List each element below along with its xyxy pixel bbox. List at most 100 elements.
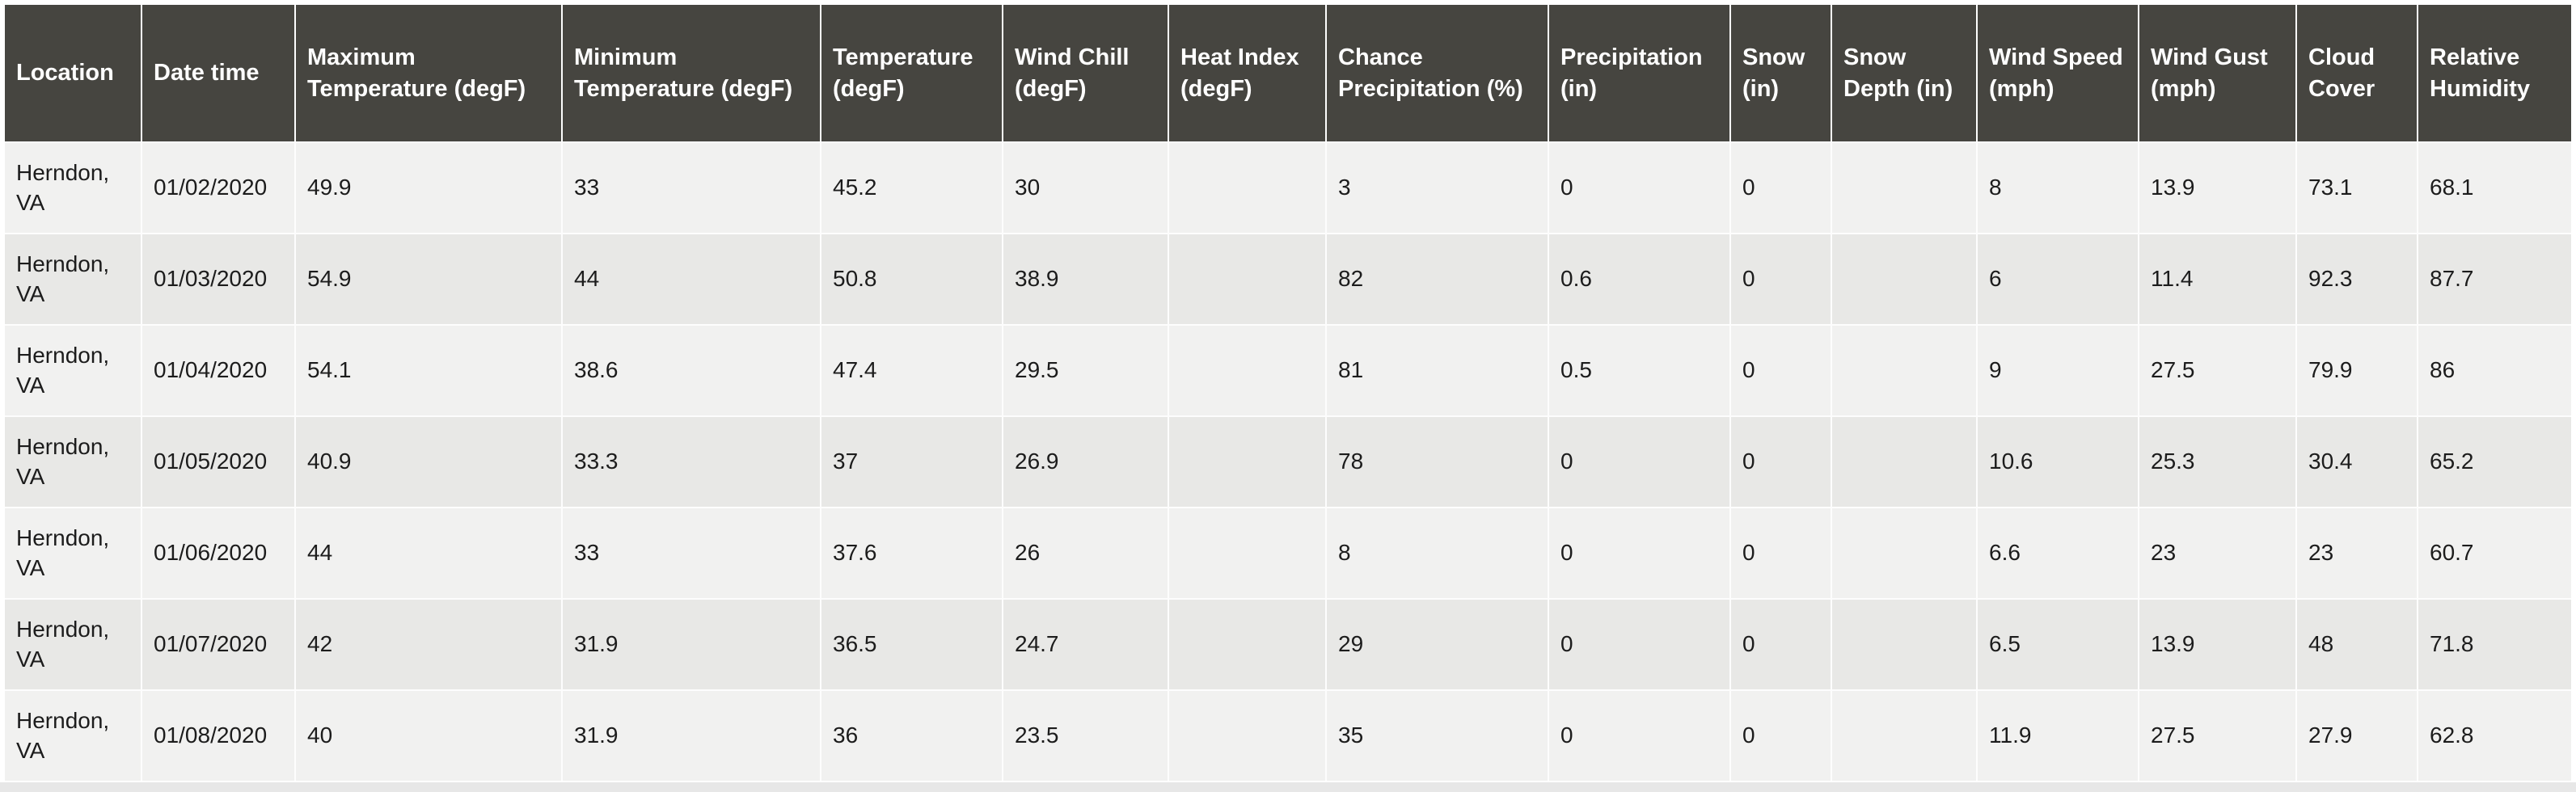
weather-data-table: Location Date time Maximum Temperature (de… (5, 5, 2571, 781)
cell-precipitation: 0 (1549, 598, 1731, 689)
cell-cloud-cover: 27.9 (2297, 689, 2418, 781)
cell-temperature: 37 (821, 415, 1003, 507)
cell-temperature: 50.8 (821, 233, 1003, 324)
cell-location: Herndon, VA (5, 324, 142, 415)
cell-minimum-temperature: 33 (563, 507, 821, 598)
cell-maximum-temperature: 40.9 (296, 415, 563, 507)
cell-cloud-cover: 30.4 (2297, 415, 2418, 507)
cell-temperature: 47.4 (821, 324, 1003, 415)
cell-heat-index (1169, 689, 1327, 781)
cell-snow-depth (1832, 507, 1978, 598)
cell-date-time: 01/08/2020 (142, 689, 296, 781)
cell-heat-index (1169, 598, 1327, 689)
cell-maximum-temperature: 44 (296, 507, 563, 598)
cell-wind-gust: 27.5 (2139, 324, 2297, 415)
cell-wind-gust: 27.5 (2139, 689, 2297, 781)
cell-wind-gust: 13.9 (2139, 141, 2297, 233)
cell-precipitation: 0.5 (1549, 324, 1731, 415)
cell-wind-chill: 23.5 (1003, 689, 1169, 781)
cell-chance-precipitation: 81 (1327, 324, 1549, 415)
column-header-minimum-temperature: Minimum Temperature (degF) (563, 5, 821, 141)
cell-wind-speed: 9 (1978, 324, 2139, 415)
table-row: Herndon, VA 01/04/2020 54.1 38.6 47.4 29.5 81 0… (5, 324, 2571, 415)
cell-relative-humidity: 87.7 (2418, 233, 2571, 324)
cell-date-time: 01/04/2020 (142, 324, 296, 415)
column-header-temperature: Temperature (degF) (821, 5, 1003, 141)
cell-heat-index (1169, 233, 1327, 324)
cell-wind-chill: 26.9 (1003, 415, 1169, 507)
cell-precipitation: 0 (1549, 689, 1731, 781)
cell-relative-humidity: 68.1 (2418, 141, 2571, 233)
cell-date-time: 01/02/2020 (142, 141, 296, 233)
cell-maximum-temperature: 54.1 (296, 324, 563, 415)
cell-relative-humidity: 62.8 (2418, 689, 2571, 781)
table-row: Herndon, VA 01/07/2020 42 31.9 36.5 24.7 29 0 0 6… (5, 598, 2571, 689)
cell-snow: 0 (1731, 233, 1832, 324)
header-row: Location Date time Maximum Temperature (de… (5, 5, 2571, 141)
cell-wind-chill: 24.7 (1003, 598, 1169, 689)
column-header-snow-depth: Snow Depth (in) (1832, 5, 1978, 141)
cell-chance-precipitation: 29 (1327, 598, 1549, 689)
cell-cloud-cover: 48 (2297, 598, 2418, 689)
cell-date-time: 01/03/2020 (142, 233, 296, 324)
cell-snow-depth (1832, 415, 1978, 507)
cell-minimum-temperature: 31.9 (563, 598, 821, 689)
cell-temperature: 36.5 (821, 598, 1003, 689)
cell-wind-speed: 6 (1978, 233, 2139, 324)
column-header-date-time: Date time (142, 5, 296, 141)
cell-location: Herndon, VA (5, 507, 142, 598)
cell-date-time: 01/06/2020 (142, 507, 296, 598)
cell-wind-speed: 10.6 (1978, 415, 2139, 507)
cell-snow-depth (1832, 598, 1978, 689)
column-header-snow: Snow (in) (1731, 5, 1832, 141)
cell-temperature: 36 (821, 689, 1003, 781)
cell-precipitation: 0 (1549, 507, 1731, 598)
table-row: Herndon, VA 01/05/2020 40.9 33.3 37 26.9 78 0 0 1… (5, 415, 2571, 507)
cell-wind-gust: 11.4 (2139, 233, 2297, 324)
column-header-wind-gust: Wind Gust (mph) (2139, 5, 2297, 141)
table-row: Herndon, VA 01/03/2020 54.9 44 50.8 38.9 82 0.6… (5, 233, 2571, 324)
cell-wind-chill: 38.9 (1003, 233, 1169, 324)
cell-heat-index (1169, 507, 1327, 598)
cell-cloud-cover: 79.9 (2297, 324, 2418, 415)
bottom-strip (0, 782, 2576, 792)
cell-location: Herndon, VA (5, 233, 142, 324)
cell-maximum-temperature: 40 (296, 689, 563, 781)
cell-snow-depth (1832, 141, 1978, 233)
cell-snow: 0 (1731, 689, 1832, 781)
table-row: Herndon, VA 01/06/2020 44 33 37.6 26 8 0 0 6.6 23 2… (5, 507, 2571, 598)
cell-chance-precipitation: 8 (1327, 507, 1549, 598)
cell-chance-precipitation: 35 (1327, 689, 1549, 781)
cell-minimum-temperature: 31.9 (563, 689, 821, 781)
column-header-precipitation: Precipitation (in) (1549, 5, 1731, 141)
cell-maximum-temperature: 54.9 (296, 233, 563, 324)
column-header-wind-chill: Wind Chill (degF) (1003, 5, 1169, 141)
cell-snow: 0 (1731, 598, 1832, 689)
cell-precipitation: 0 (1549, 141, 1731, 233)
column-header-cloud-cover: Cloud Cover (2297, 5, 2418, 141)
cell-location: Herndon, VA (5, 598, 142, 689)
cell-chance-precipitation: 3 (1327, 141, 1549, 233)
column-header-maximum-temperature: Maximum Temperature (degF) (296, 5, 563, 141)
cell-cloud-cover: 23 (2297, 507, 2418, 598)
cell-minimum-temperature: 33.3 (563, 415, 821, 507)
cell-snow: 0 (1731, 324, 1832, 415)
cell-wind-chill: 29.5 (1003, 324, 1169, 415)
cell-cloud-cover: 92.3 (2297, 233, 2418, 324)
cell-date-time: 01/05/2020 (142, 415, 296, 507)
cell-cloud-cover: 73.1 (2297, 141, 2418, 233)
cell-location: Herndon, VA (5, 415, 142, 507)
cell-relative-humidity: 65.2 (2418, 415, 2571, 507)
cell-minimum-temperature: 38.6 (563, 324, 821, 415)
cell-minimum-temperature: 44 (563, 233, 821, 324)
cell-wind-gust: 13.9 (2139, 598, 2297, 689)
cell-temperature: 37.6 (821, 507, 1003, 598)
cell-location: Herndon, VA (5, 689, 142, 781)
cell-snow-depth (1832, 324, 1978, 415)
cell-date-time: 01/07/2020 (142, 598, 296, 689)
cell-snow: 0 (1731, 141, 1832, 233)
cell-wind-speed: 11.9 (1978, 689, 2139, 781)
cell-precipitation: 0.6 (1549, 233, 1731, 324)
column-header-chance-precipitation: Chance Precipitation (%) (1327, 5, 1549, 141)
cell-heat-index (1169, 324, 1327, 415)
